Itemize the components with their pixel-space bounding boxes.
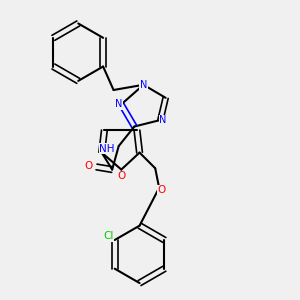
- Text: O: O: [158, 185, 166, 195]
- Text: N: N: [115, 99, 122, 109]
- Text: N: N: [140, 80, 147, 90]
- Text: O: O: [117, 171, 125, 181]
- Text: Cl: Cl: [103, 231, 113, 241]
- Text: O: O: [85, 161, 93, 171]
- Text: NH: NH: [99, 144, 115, 154]
- Text: N: N: [159, 115, 167, 125]
